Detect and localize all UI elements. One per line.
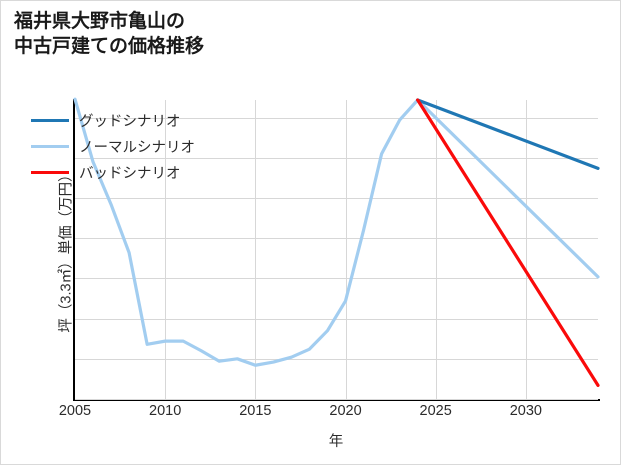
y-axis-spine xyxy=(73,99,75,400)
gridline-horizontal xyxy=(75,278,598,280)
plot-area: 12.012.513.013.514.014.515.015.5 2005201… xyxy=(59,97,600,450)
x-tick-label: 2005 xyxy=(58,403,92,419)
y-axis-label: 坪（3.3㎡）単価（万円） xyxy=(58,166,75,333)
x-tick-label: 2015 xyxy=(239,403,272,419)
legend-label: ノーマルシナリオ xyxy=(79,139,195,156)
gridline-horizontal xyxy=(75,318,598,320)
gridline-vertical xyxy=(435,100,437,399)
gridline-vertical xyxy=(525,100,527,399)
series-line xyxy=(73,97,600,367)
gridline-horizontal xyxy=(75,399,598,400)
series-line xyxy=(416,98,600,387)
gridline-horizontal xyxy=(75,358,598,360)
gridline-horizontal xyxy=(75,117,598,119)
data-series-lines xyxy=(73,97,600,387)
x-tick-label: 2010 xyxy=(149,403,182,419)
gridline-horizontal xyxy=(75,238,598,240)
gridline-vertical xyxy=(165,100,167,399)
legend-label: グッドシナリオ xyxy=(79,113,181,130)
x-axis-label: 年 xyxy=(328,434,344,450)
legend-color-swatch xyxy=(31,170,69,174)
legend-label: バッドシナリオ xyxy=(79,165,181,182)
legend-item[interactable]: バッドシナリオ xyxy=(31,159,195,185)
legend-item[interactable]: グッドシナリオ xyxy=(31,107,195,133)
chart-legend: グッドシナリオ ノーマルシナリオ バッドシナリオ xyxy=(31,107,195,185)
gridline-vertical xyxy=(255,100,257,399)
x-axis-spine xyxy=(73,399,600,401)
legend-color-swatch xyxy=(31,144,69,148)
x-tick-label: 2020 xyxy=(329,403,362,419)
x-tick-label: 2025 xyxy=(419,403,452,419)
gridline-horizontal xyxy=(75,157,598,159)
x-tick-label: 2030 xyxy=(509,403,542,419)
gridline-horizontal xyxy=(75,198,598,200)
legend-color-swatch xyxy=(31,118,69,122)
chart-title: 福井県大野市亀山の 中古戸建ての価格推移 xyxy=(14,11,205,58)
series-line xyxy=(416,98,600,170)
gridline-vertical xyxy=(345,100,347,399)
legend-item[interactable]: ノーマルシナリオ xyxy=(31,133,195,159)
